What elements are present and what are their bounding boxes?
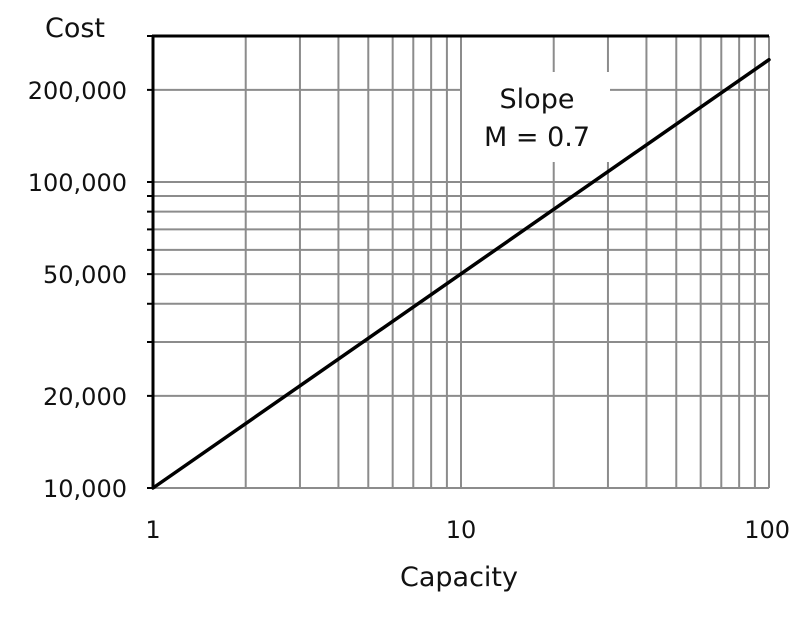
y-tick-label: 10,000: [43, 475, 127, 503]
series-lines: [151, 57, 771, 490]
slope-annotation-box: [462, 72, 610, 162]
slope-value: M = 0.7: [484, 122, 590, 153]
cost-line: [151, 57, 771, 490]
y-tick-label: 50,000: [43, 261, 127, 289]
x-axis-title: Capacity: [400, 562, 518, 593]
grid-lines: [152, 35, 770, 489]
y-tick-labels: 10,000 20,000 50,000 100,000 200,000: [28, 77, 127, 503]
y-tick-label: 200,000: [28, 77, 127, 105]
x-tick-labels: 1 10 100: [145, 516, 790, 544]
slope-annotation: Slope M = 0.7: [484, 84, 590, 153]
x-tick-label: 10: [446, 516, 477, 544]
y-axis-title: Cost: [45, 13, 105, 44]
y-tick-label: 100,000: [28, 169, 127, 197]
slope-annotation-background: [462, 72, 610, 162]
y-tick-label: 20,000: [43, 383, 127, 411]
x-tick-label: 1: [145, 516, 160, 544]
x-tick-label: 100: [744, 516, 790, 544]
slope-label: Slope: [500, 84, 575, 115]
plot-frame: [147, 34, 769, 489]
